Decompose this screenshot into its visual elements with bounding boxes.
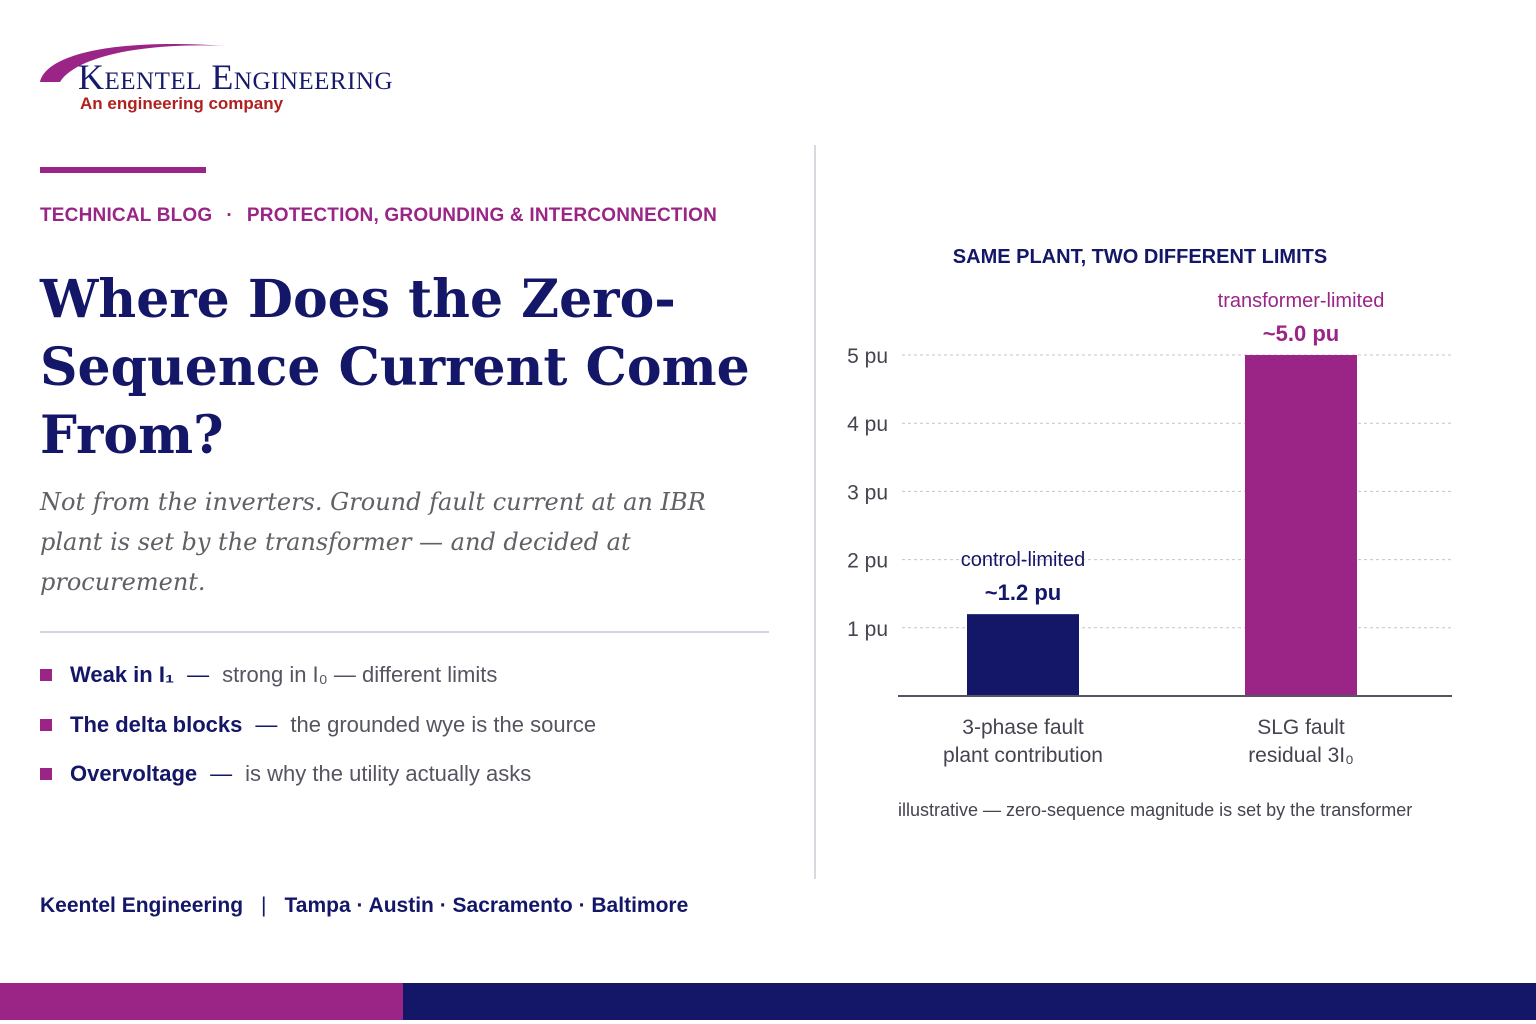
y-tick-label: 3 pu [847,481,888,504]
section-divider [40,631,769,633]
bar-annotation: transformer-limited [1218,290,1385,312]
footer-company: Keentel Engineering [40,894,244,917]
y-tick-label: 1 pu [847,618,888,641]
bullet-dash: — [255,712,278,737]
bar [1245,355,1357,696]
bullet-label: The delta blocks [70,712,243,737]
y-tick-label: 2 pu [847,550,888,573]
bullet-dash: — [210,761,233,786]
bullet-dash: — [187,662,210,687]
kicker-topic: PROTECTION, GROUNDING & INTERCONNECTION [246,205,718,226]
bullet-item: The delta blocks — the grounded wye is t… [40,712,596,738]
bullet-text: the grounded wye is the source [290,712,597,737]
kicker: TECHNICAL BLOG · PROTECTION, GROUNDING & I… [40,205,717,227]
x-tick-label: residual 3I₀ [1248,744,1354,767]
bullet-square-icon [40,719,52,731]
footer-band-magenta [0,983,403,1020]
bullet-square-icon [40,768,52,780]
x-tick-label: 3-phase fault [962,716,1084,739]
footer-locations: Tampa · Austin · Sacramento · Baltimore [284,894,689,917]
kicker-separator: · [226,205,233,226]
bar-value-label: ~5.0 pu [1263,321,1339,346]
column-divider [814,145,816,879]
chart-title: SAME PLANT, TWO DIFFERENT LIMITS [953,246,1327,268]
logo-swoosh [40,43,226,82]
bullet-item: Overvoltage — is why the utility actuall… [40,761,531,787]
bar-annotation: control-limited [961,549,1085,571]
y-tick-label: 4 pu [847,413,888,436]
page-title: Where Does the Zero-Sequence Current Com… [40,269,750,466]
footer-separator: | [261,894,267,917]
bullet-item: Weak in I₁ — strong in I₀ — different li… [40,662,497,688]
bullet-label: Weak in I₁ [70,662,175,687]
bullet-label: Overvoltage [70,761,198,786]
bullet-text: strong in I₀ — different limits [222,662,498,687]
bullet-text: is why the utility actually asks [245,761,532,786]
footer: Keentel Engineering | Tampa · Austin · Sac… [40,894,688,918]
subheadline: Not from the inverters. Ground fault cur… [40,488,706,596]
footer-band-navy [403,983,1536,1020]
bar-chart: SAME PLANT, TWO DIFFERENT LIMITS 1 pu 2 pu… [847,246,1452,820]
x-tick-label: SLG fault [1257,716,1345,739]
accent-rule [40,167,206,173]
brand-logo-name: Keentel Engineering [78,57,394,97]
bar-value-label: ~1.2 pu [985,580,1061,605]
kicker-category: TECHNICAL BLOG [40,205,213,226]
bar [967,614,1079,696]
bullet-square-icon [40,669,52,681]
chart-note: illustrative — zero-sequence magnitude i… [898,800,1412,820]
x-tick-label: plant contribution [943,744,1103,767]
brand-tagline: An engineering company [80,94,284,113]
y-tick-label: 5 pu [847,345,888,368]
